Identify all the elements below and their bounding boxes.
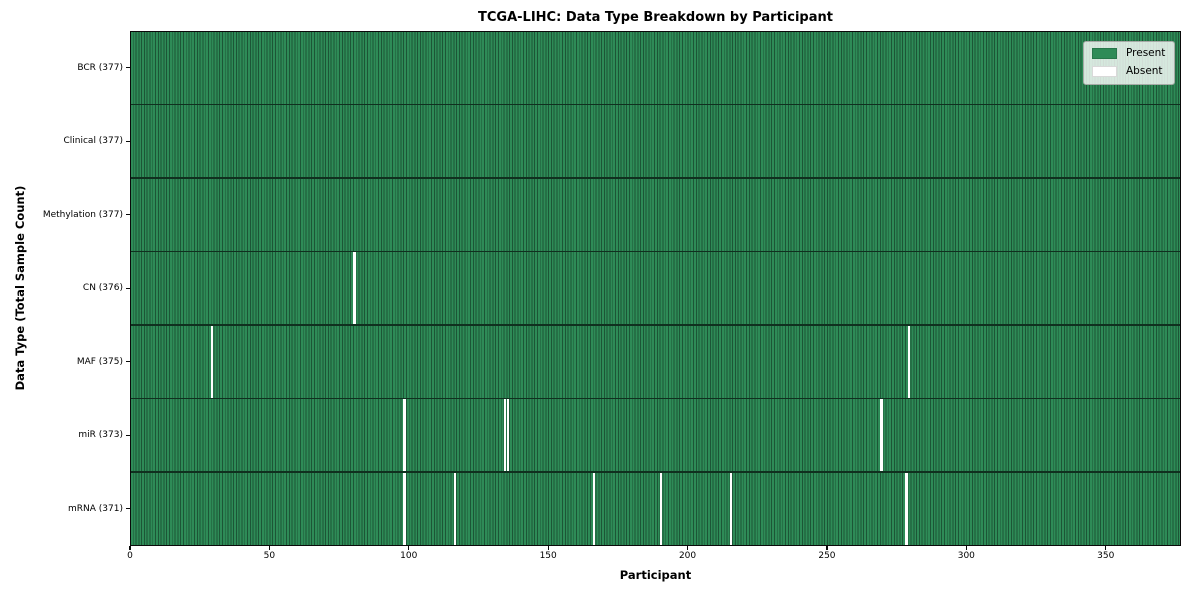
absent-cell-maf-279 [907, 325, 911, 399]
y-tick-label-methylation: Methylation (377) [42, 209, 123, 220]
row-separator [130, 250, 1181, 253]
chart-title: TCGA-LIHC: Data Type Breakdown by Partic… [478, 10, 833, 25]
x-tick-mark [547, 545, 549, 550]
x-tick-label-250: 250 [818, 551, 836, 561]
x-tick-label-0: 0 [127, 551, 133, 561]
y-axis-label: Data Type (Total Sample Count) [13, 185, 27, 391]
x-tick-mark [408, 545, 410, 550]
legend-item-absent: Absent [1092, 66, 1165, 77]
absent-cell-mrna-166 [592, 472, 596, 546]
absent-cell-mir-269 [880, 398, 883, 472]
y-tick-label-maf: MAF (375) [76, 356, 123, 367]
x-tick-label-300: 300 [957, 551, 975, 561]
y-tick-label-mrna: mRNA (371) [68, 503, 123, 514]
legend: Present Absent [1083, 41, 1176, 85]
y-tick-mark [125, 508, 130, 510]
legend-label-present: Present [1126, 47, 1166, 60]
legend-item-present: Present [1092, 48, 1165, 59]
absent-cell-maf-29 [211, 325, 214, 399]
absent-cell-mrna-190 [659, 472, 663, 546]
absent-cell-cn-80 [353, 251, 356, 325]
y-tick-mark [125, 434, 130, 436]
x-tick-label-200: 200 [678, 551, 697, 561]
plot-area [130, 31, 1181, 546]
absent-cell-mrna-98 [403, 472, 406, 546]
row-separator [130, 471, 1181, 473]
x-tick-mark [268, 545, 270, 550]
x-tick-label-100: 100 [400, 551, 418, 561]
x-tick-mark [686, 545, 689, 550]
x-tick-mark [826, 545, 828, 550]
x-tick-mark [129, 545, 131, 550]
x-tick-label-150: 150 [539, 551, 557, 561]
absent-cell-mir-98 [403, 398, 406, 472]
x-axis-label: Participant [619, 568, 692, 582]
y-tick-mark [125, 67, 130, 69]
x-tick-mark [1105, 545, 1107, 550]
row-separator [130, 177, 1181, 179]
absent-cell-mrna-116 [453, 472, 456, 546]
present-swatch-icon [1092, 48, 1117, 59]
absent-swatch-icon [1092, 66, 1117, 77]
absent-cell-mir-134 [503, 398, 507, 472]
x-tick-mark [965, 545, 967, 550]
row-separator [130, 397, 1181, 400]
y-tick-label-bcr: BCR (377) [77, 62, 123, 73]
row-separator [130, 103, 1181, 106]
absent-cell-mrna-278 [905, 472, 908, 546]
row-separator [130, 324, 1181, 326]
y-tick-label-clinical: Clinical (377) [63, 136, 123, 147]
y-tick-label-mir: miR (373) [78, 430, 123, 441]
absent-cell-mir-135 [506, 398, 509, 472]
y-tick-mark [125, 287, 130, 289]
y-tick-mark [125, 214, 130, 216]
legend-label-absent: Absent [1126, 65, 1163, 78]
y-tick-label-cn: CN (376) [82, 283, 123, 294]
x-tick-label-50: 50 [263, 551, 276, 561]
y-tick-mark [125, 361, 130, 363]
absent-cell-mrna-215 [729, 472, 732, 546]
y-tick-mark [125, 140, 130, 142]
x-tick-label-350: 350 [1097, 551, 1115, 561]
